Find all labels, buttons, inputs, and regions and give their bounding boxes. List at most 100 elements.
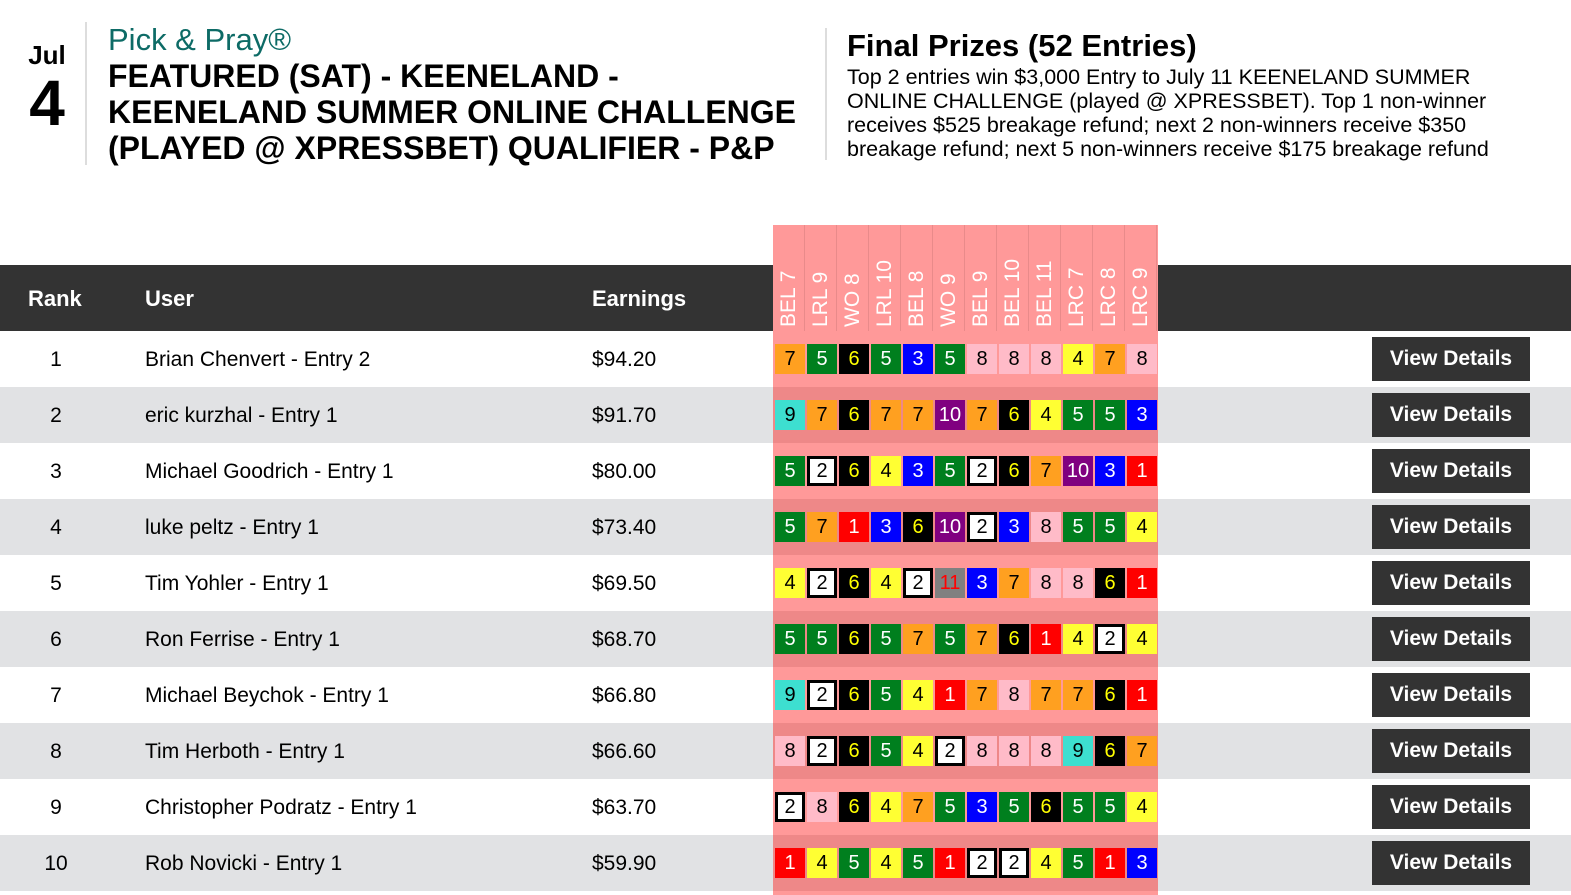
user-name: Rob Novicki - Entry 1	[145, 852, 343, 875]
pick-cell: 5	[903, 848, 933, 878]
pick-cell: 3	[903, 456, 933, 486]
pick-cell: 5	[1063, 792, 1093, 822]
picks-background	[773, 779, 1158, 835]
table-row: 2 eric kurzhal - Entry 1 $91.70 9 7 6 7 7 10 7…	[0, 387, 1571, 443]
pick-cell: 8	[775, 736, 805, 766]
race-label-text: WO 9	[936, 273, 960, 327]
pick-cell: 7	[1031, 456, 1061, 486]
user-name: Tim Yohler - Entry 1	[145, 572, 329, 595]
pick-cell: 2	[807, 568, 837, 598]
pick-cell: 9	[1063, 736, 1093, 766]
pick-cell: 5	[1095, 400, 1125, 430]
pick-cell: 3	[1095, 456, 1125, 486]
pick-cell: 2	[807, 736, 837, 766]
rank: 10	[44, 852, 68, 875]
pick-cell: 5	[871, 680, 901, 710]
pick-cell: 6	[839, 456, 869, 486]
race-label-text: BEL 7	[776, 270, 800, 327]
pick-cell: 4	[1031, 400, 1061, 430]
pick-cell: 7	[967, 680, 997, 710]
user-name: eric kurzhal - Entry 1	[145, 404, 338, 427]
view-details-button[interactable]: View Details	[1372, 617, 1530, 661]
pick-cell: 7	[1063, 680, 1093, 710]
earnings: $91.70	[592, 404, 657, 427]
pick-cell: 4	[1127, 512, 1157, 542]
earnings: $66.60	[592, 740, 657, 763]
view-details-button[interactable]: View Details	[1372, 729, 1530, 773]
pick-cell: 5	[935, 456, 965, 486]
pick-cell: 8	[999, 344, 1029, 374]
pick-cell: 5	[871, 624, 901, 654]
rank: 1	[50, 348, 62, 371]
picks-background	[773, 835, 1158, 891]
pick-cell: 9	[775, 680, 805, 710]
pick-cell: 5	[1063, 400, 1093, 430]
view-details-button[interactable]: View Details	[1372, 561, 1530, 605]
pick-cell: 6	[1031, 792, 1061, 822]
table-row: 5 Tim Yohler - Entry 1 $69.50 4 2 6 4 2 11 3 7 8…	[0, 555, 1571, 611]
view-details-button[interactable]: View Details	[1372, 673, 1530, 717]
earnings: $63.70	[592, 796, 657, 819]
pick-cell: 7	[903, 400, 933, 430]
pick-cell: 10	[935, 400, 965, 430]
rank: 8	[50, 740, 62, 763]
view-details-button[interactable]: View Details	[1372, 505, 1530, 549]
pick-cell: 1	[839, 512, 869, 542]
pick-cell: 5	[1063, 848, 1093, 878]
view-details-button[interactable]: View Details	[1372, 841, 1530, 885]
pick-cell: 1	[1095, 848, 1125, 878]
pick-cell: 11	[935, 568, 965, 598]
pick-cell: 3	[1127, 400, 1157, 430]
pick-cell: 10	[1063, 456, 1093, 486]
race-label-text: LRL 9	[808, 271, 832, 327]
pick-cell: 5	[839, 848, 869, 878]
pick-cell: 3	[967, 792, 997, 822]
rank: 5	[50, 572, 62, 595]
pick-cell: 4	[871, 456, 901, 486]
pick-cell: 2	[967, 512, 997, 542]
pick-cell: 6	[1095, 736, 1125, 766]
rank: 6	[50, 628, 62, 651]
pick-cell: 8	[807, 792, 837, 822]
pick-cell: 3	[1127, 848, 1157, 878]
picks-background	[773, 723, 1158, 779]
race-label: BEL 9	[965, 225, 997, 331]
race-label: LRC 7	[1061, 225, 1093, 331]
earnings: $73.40	[592, 516, 657, 539]
pick-cell: 5	[807, 624, 837, 654]
view-details-button[interactable]: View Details	[1372, 449, 1530, 493]
pick-cell: 5	[935, 792, 965, 822]
race-label-text: LRL 10	[872, 260, 896, 327]
pick-cell: 7	[775, 344, 805, 374]
pick-cell: 1	[775, 848, 805, 878]
race-label: BEL 7	[773, 225, 805, 331]
view-details-button[interactable]: View Details	[1372, 337, 1530, 381]
pick-cell: 3	[999, 512, 1029, 542]
pick-cell: 7	[903, 792, 933, 822]
pick-cell: 8	[999, 736, 1029, 766]
pick-cell: 6	[1095, 680, 1125, 710]
pick-cell: 5	[935, 344, 965, 374]
pick-cell: 4	[1063, 624, 1093, 654]
pick-cell: 2	[999, 848, 1029, 878]
pick-cell: 5	[775, 456, 805, 486]
view-details-button[interactable]: View Details	[1372, 393, 1530, 437]
pick-cell: 5	[1095, 792, 1125, 822]
earnings: $68.70	[592, 628, 657, 651]
pick-cell: 2	[1095, 624, 1125, 654]
view-details-button[interactable]: View Details	[1372, 785, 1530, 829]
race-label-text: BEL 11	[1032, 260, 1056, 327]
race-label: BEL 11	[1029, 225, 1061, 331]
pick-cell: 6	[1095, 568, 1125, 598]
pick-cell: 8	[999, 680, 1029, 710]
race-label: LRL 9	[805, 225, 837, 331]
pick-cell: 5	[1063, 512, 1093, 542]
picks: 9 7 6 7 7 10 7 6 4 5 5 3	[775, 400, 1157, 430]
pick-cell: 2	[903, 568, 933, 598]
pick-cell: 7	[807, 400, 837, 430]
